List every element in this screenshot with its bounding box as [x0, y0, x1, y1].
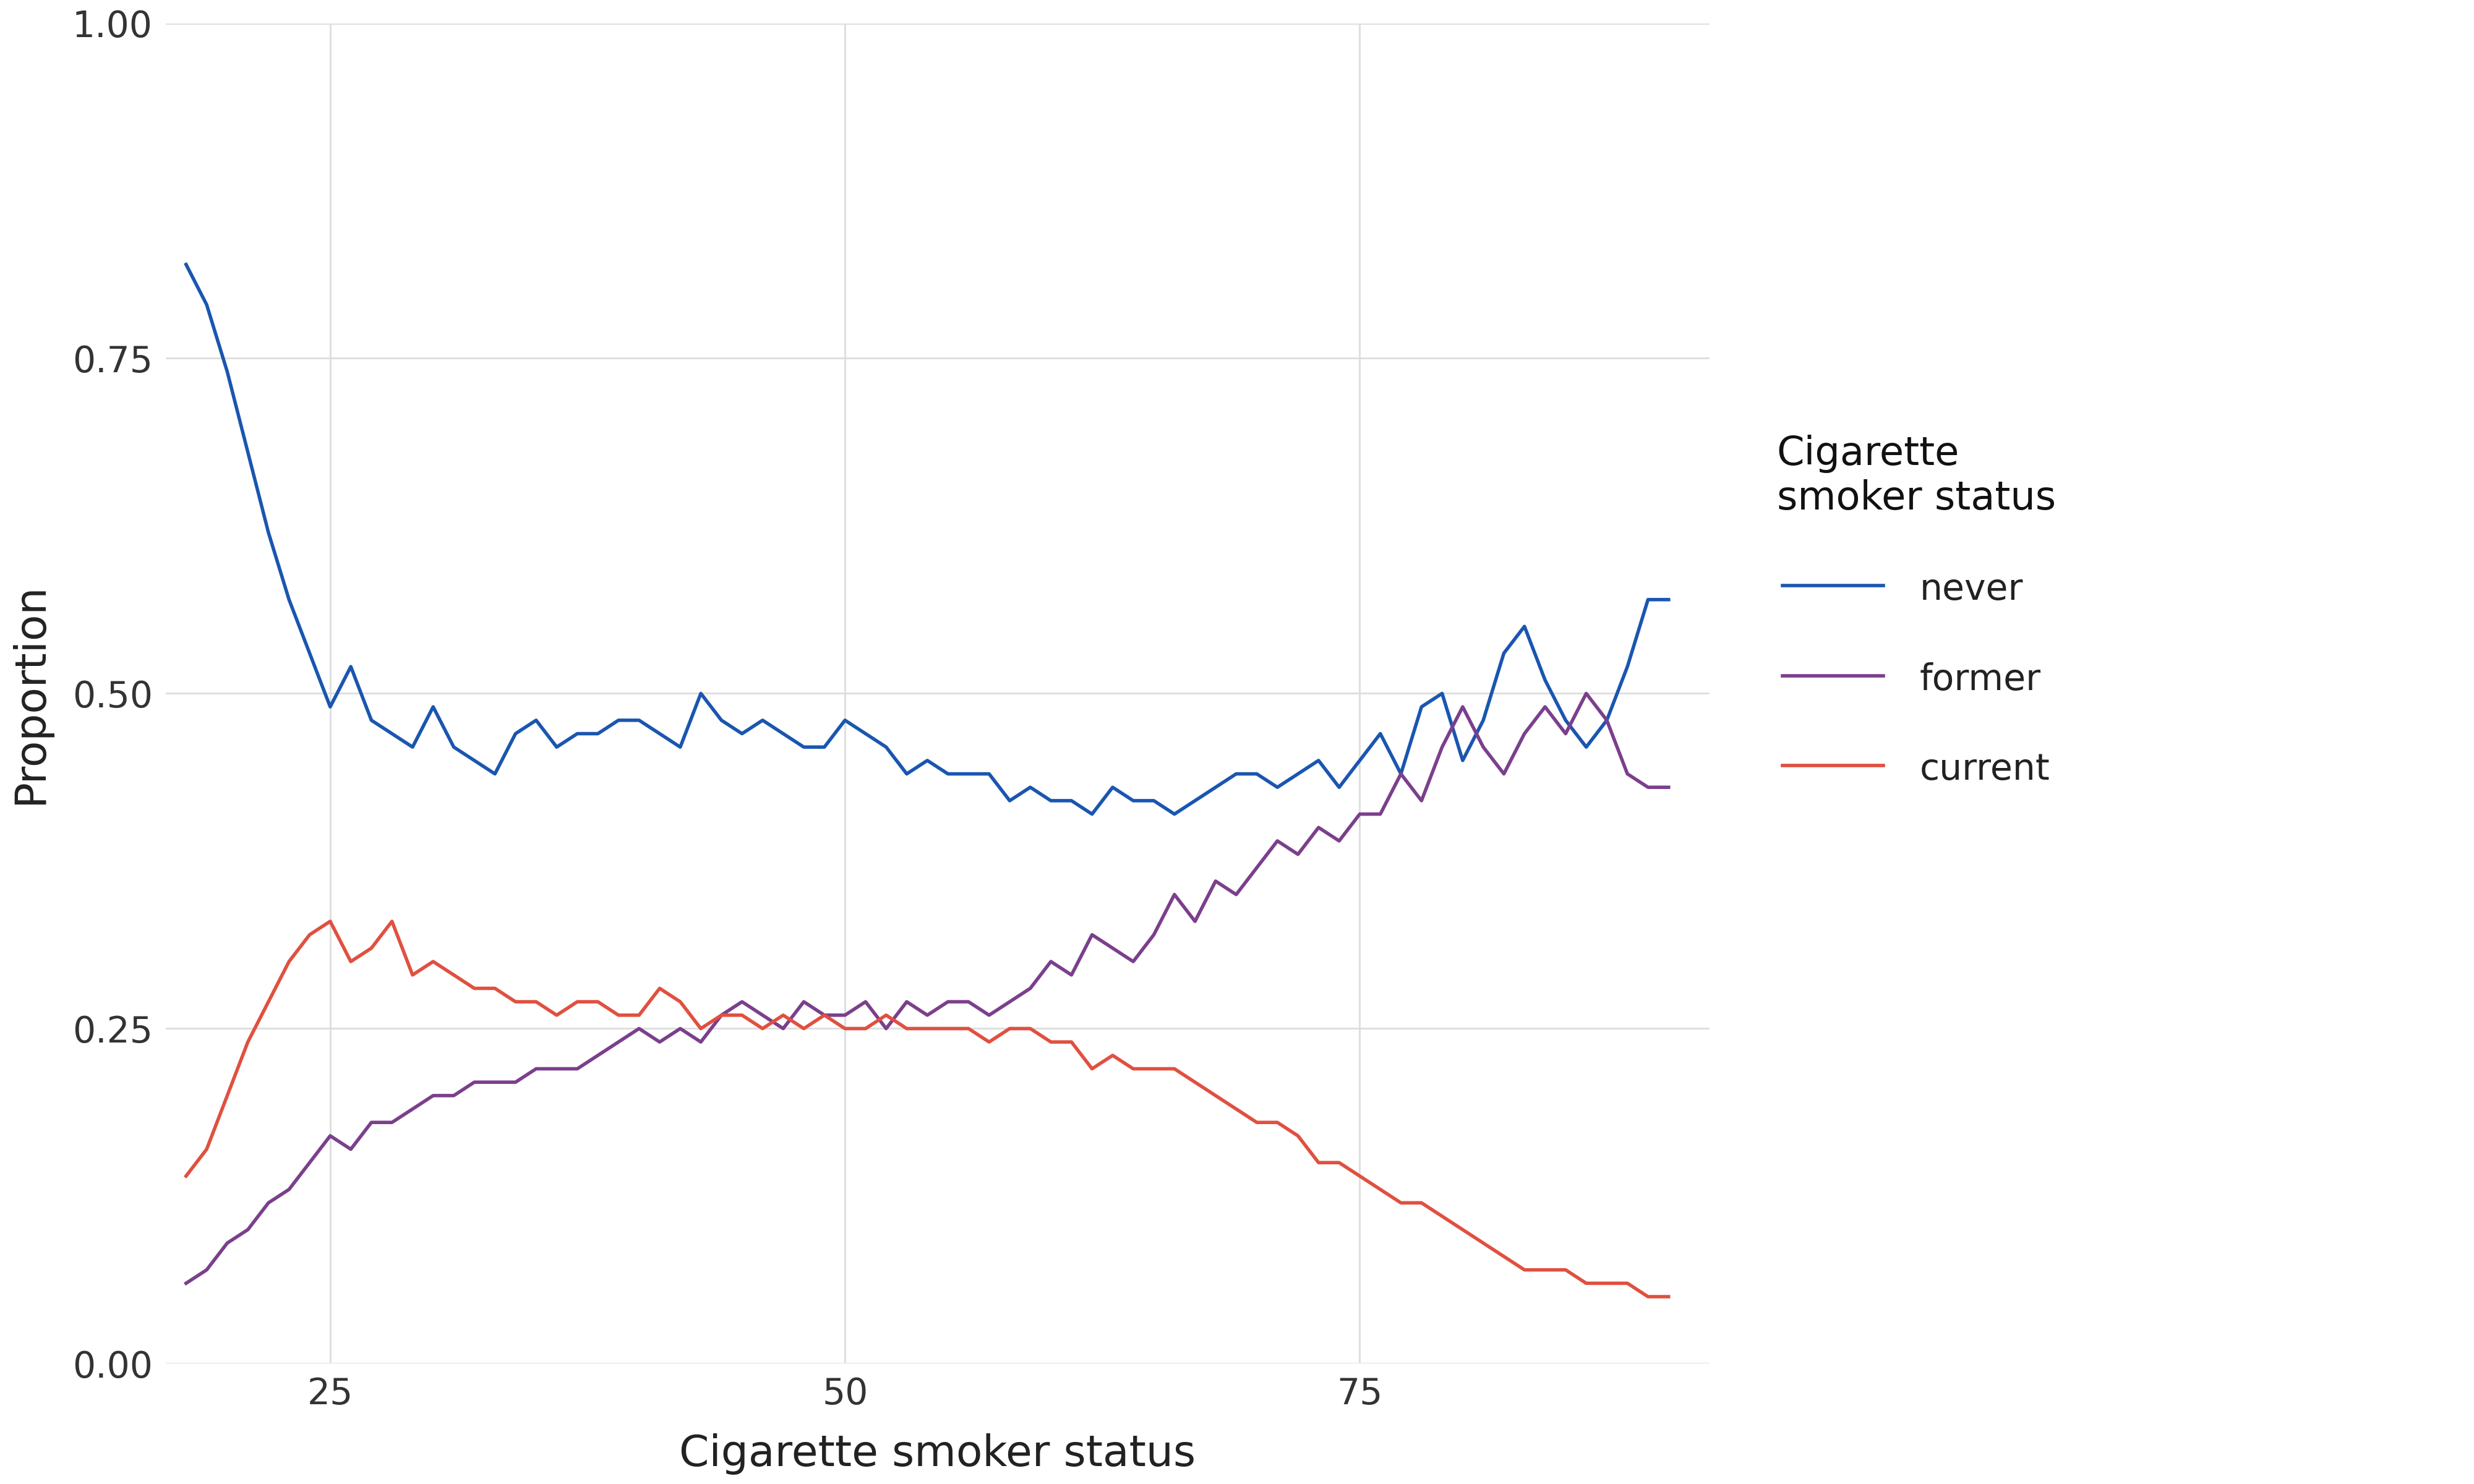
Line: never: never	[186, 264, 1667, 815]
current	[1427, 1208, 1457, 1226]
never	[171, 255, 200, 273]
former	[666, 1020, 695, 1037]
former	[1447, 697, 1477, 715]
current	[933, 1020, 962, 1037]
current	[1470, 1235, 1499, 1252]
Y-axis label: Proportion: Proportion	[10, 583, 49, 804]
current	[522, 993, 552, 1011]
never	[1076, 806, 1106, 824]
former	[171, 1275, 200, 1293]
former	[913, 1006, 943, 1024]
X-axis label: Cigarette smoker status: Cigarette smoker status	[680, 1434, 1195, 1475]
never	[1531, 671, 1561, 689]
never	[500, 724, 529, 742]
former	[500, 1073, 529, 1091]
current	[1653, 1288, 1682, 1306]
current	[685, 1020, 715, 1037]
Line: former: former	[186, 693, 1667, 1284]
Line: current: current	[186, 922, 1667, 1297]
never	[666, 738, 695, 755]
former	[1509, 724, 1539, 742]
never	[1470, 711, 1499, 729]
current	[171, 1166, 200, 1184]
former	[1571, 684, 1601, 702]
never	[1653, 591, 1682, 608]
former	[1653, 779, 1682, 797]
never	[913, 751, 943, 769]
current	[314, 913, 344, 930]
Legend: never, former, current: never, former, current	[1759, 417, 2073, 806]
current	[1531, 1261, 1561, 1279]
former	[1408, 792, 1437, 810]
never	[1427, 684, 1457, 702]
current	[1633, 1288, 1663, 1306]
